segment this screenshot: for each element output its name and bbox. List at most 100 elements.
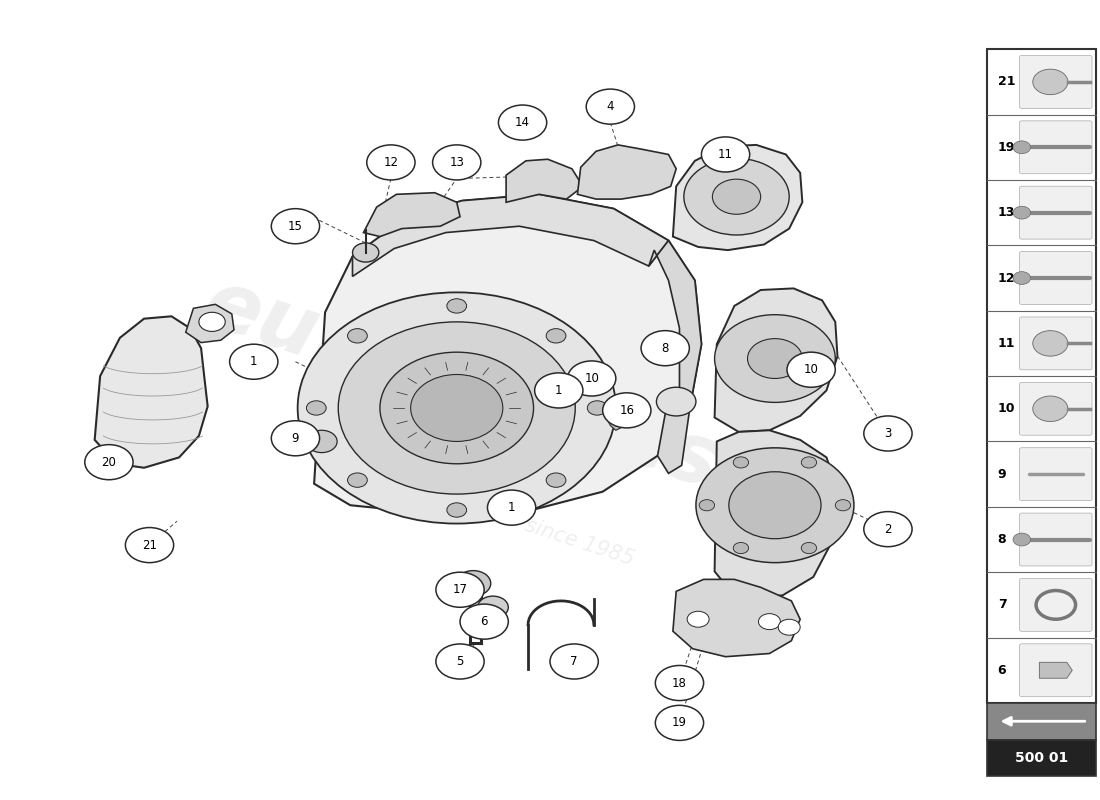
Circle shape bbox=[298, 292, 616, 523]
FancyBboxPatch shape bbox=[987, 703, 1097, 740]
Circle shape bbox=[125, 527, 174, 562]
Polygon shape bbox=[715, 430, 835, 598]
Circle shape bbox=[85, 445, 133, 480]
Circle shape bbox=[498, 105, 547, 140]
Circle shape bbox=[455, 570, 491, 596]
Text: 6: 6 bbox=[998, 664, 1006, 677]
FancyBboxPatch shape bbox=[987, 50, 1097, 703]
Text: 15: 15 bbox=[288, 220, 302, 233]
FancyBboxPatch shape bbox=[1020, 382, 1092, 435]
Text: 500 01: 500 01 bbox=[1015, 751, 1068, 765]
Text: 1: 1 bbox=[250, 355, 257, 368]
Circle shape bbox=[688, 611, 710, 627]
Circle shape bbox=[535, 373, 583, 408]
Circle shape bbox=[702, 137, 750, 172]
Polygon shape bbox=[1040, 662, 1072, 678]
Text: 11: 11 bbox=[718, 148, 733, 161]
Text: 10: 10 bbox=[804, 363, 818, 376]
Circle shape bbox=[410, 374, 503, 442]
Text: 13: 13 bbox=[449, 156, 464, 169]
Text: 1: 1 bbox=[508, 501, 515, 514]
Circle shape bbox=[348, 329, 367, 343]
Text: a passion for parts since 1985: a passion for parts since 1985 bbox=[331, 454, 637, 570]
Circle shape bbox=[1033, 396, 1068, 422]
Circle shape bbox=[656, 706, 704, 741]
Text: 9: 9 bbox=[998, 468, 1006, 481]
Text: 5: 5 bbox=[456, 655, 464, 668]
Circle shape bbox=[338, 322, 575, 494]
Text: 16: 16 bbox=[619, 404, 635, 417]
Text: 4: 4 bbox=[606, 100, 614, 113]
Circle shape bbox=[568, 361, 616, 396]
Text: 12: 12 bbox=[998, 271, 1015, 285]
Circle shape bbox=[460, 604, 508, 639]
Circle shape bbox=[477, 596, 508, 618]
Text: 10: 10 bbox=[998, 402, 1015, 415]
FancyBboxPatch shape bbox=[1020, 186, 1092, 239]
FancyBboxPatch shape bbox=[1020, 644, 1092, 697]
Polygon shape bbox=[352, 194, 669, 277]
Polygon shape bbox=[506, 159, 583, 202]
Polygon shape bbox=[95, 316, 208, 468]
Circle shape bbox=[734, 457, 749, 468]
Text: 12: 12 bbox=[384, 156, 398, 169]
Circle shape bbox=[778, 619, 800, 635]
Circle shape bbox=[447, 298, 466, 313]
Circle shape bbox=[366, 145, 415, 180]
Text: 8: 8 bbox=[998, 533, 1006, 546]
Circle shape bbox=[199, 312, 226, 331]
Circle shape bbox=[436, 572, 484, 607]
Text: 8: 8 bbox=[661, 342, 669, 354]
Circle shape bbox=[1013, 141, 1031, 154]
Text: 7: 7 bbox=[571, 655, 578, 668]
Circle shape bbox=[835, 500, 850, 511]
Circle shape bbox=[487, 490, 536, 525]
Text: 9: 9 bbox=[292, 432, 299, 445]
Text: 20: 20 bbox=[101, 456, 117, 469]
Circle shape bbox=[1013, 533, 1031, 546]
Circle shape bbox=[684, 158, 789, 235]
Text: 10: 10 bbox=[584, 372, 600, 385]
Circle shape bbox=[696, 448, 854, 562]
Polygon shape bbox=[578, 145, 676, 199]
Circle shape bbox=[547, 329, 565, 343]
Circle shape bbox=[1013, 206, 1031, 219]
Text: 1: 1 bbox=[556, 384, 562, 397]
Circle shape bbox=[1033, 69, 1068, 94]
Circle shape bbox=[547, 473, 565, 487]
Text: 2: 2 bbox=[884, 522, 892, 536]
Circle shape bbox=[1033, 330, 1068, 356]
Text: 18: 18 bbox=[672, 677, 686, 690]
Text: 11: 11 bbox=[998, 337, 1015, 350]
Circle shape bbox=[307, 401, 327, 415]
FancyBboxPatch shape bbox=[1020, 55, 1092, 108]
Circle shape bbox=[713, 179, 761, 214]
Circle shape bbox=[801, 542, 816, 554]
Circle shape bbox=[786, 352, 835, 387]
Circle shape bbox=[700, 500, 715, 511]
FancyBboxPatch shape bbox=[1020, 251, 1092, 305]
FancyBboxPatch shape bbox=[1020, 317, 1092, 370]
Polygon shape bbox=[315, 194, 702, 514]
Polygon shape bbox=[715, 288, 837, 432]
Circle shape bbox=[352, 243, 378, 262]
Circle shape bbox=[734, 542, 749, 554]
Polygon shape bbox=[363, 193, 460, 237]
Circle shape bbox=[550, 644, 598, 679]
FancyBboxPatch shape bbox=[1020, 448, 1092, 501]
Polygon shape bbox=[658, 392, 691, 474]
Circle shape bbox=[729, 472, 821, 538]
Text: 19: 19 bbox=[672, 716, 688, 730]
Circle shape bbox=[603, 393, 651, 428]
Polygon shape bbox=[186, 304, 234, 342]
Circle shape bbox=[1013, 272, 1031, 285]
FancyBboxPatch shape bbox=[1020, 121, 1092, 174]
FancyBboxPatch shape bbox=[1020, 513, 1092, 566]
Text: 14: 14 bbox=[515, 116, 530, 129]
Text: 17: 17 bbox=[452, 583, 468, 596]
Circle shape bbox=[641, 330, 690, 366]
Circle shape bbox=[272, 421, 320, 456]
Circle shape bbox=[715, 314, 835, 402]
Text: 21: 21 bbox=[142, 538, 157, 551]
Circle shape bbox=[586, 89, 635, 124]
